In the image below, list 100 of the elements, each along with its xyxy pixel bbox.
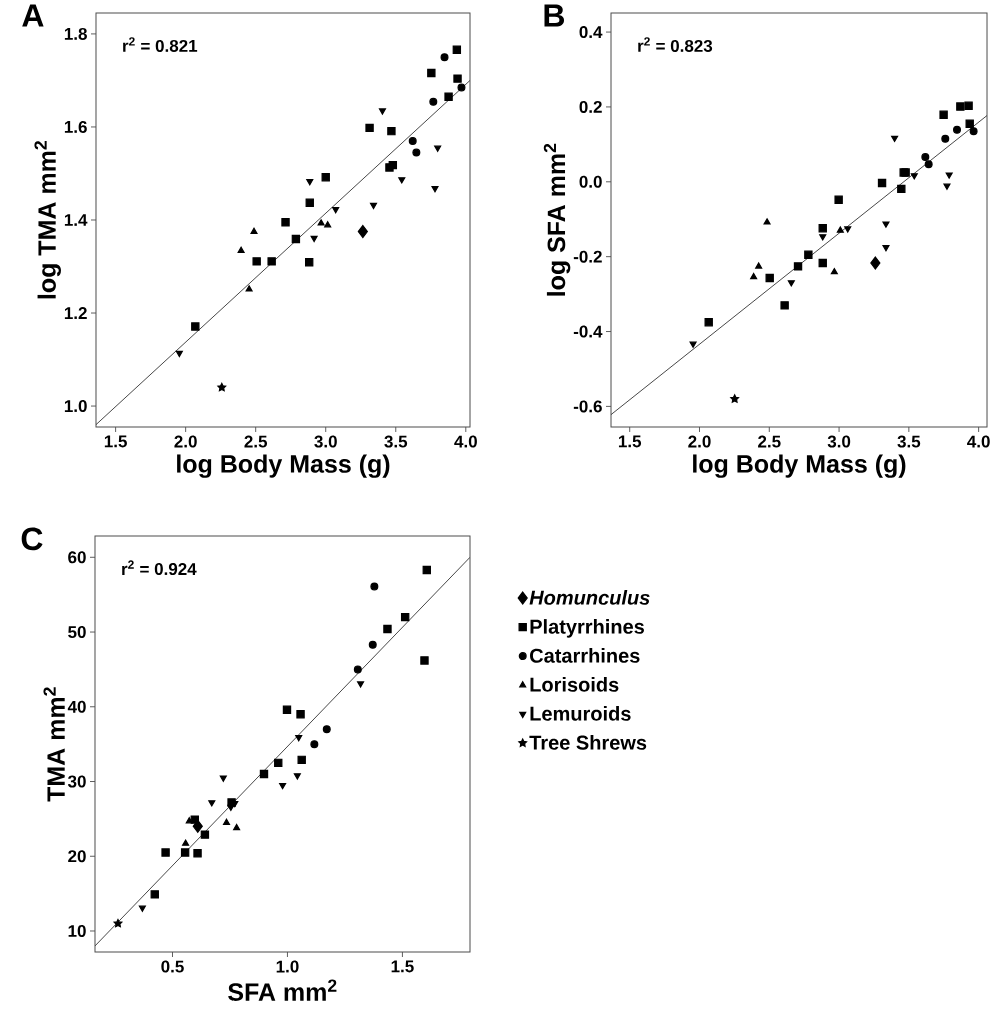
point	[689, 341, 697, 348]
point	[793, 262, 803, 271]
x-tick-label: 3.0	[314, 435, 337, 448]
point	[370, 582, 379, 591]
point	[870, 256, 881, 270]
point	[369, 202, 378, 210]
x-tick-label: 0.5	[161, 960, 184, 973]
point	[939, 110, 948, 119]
chart-title: C	[21, 527, 43, 551]
point	[113, 918, 123, 928]
chart-title: B	[544, 4, 565, 27]
point	[175, 350, 183, 358]
legend-label: Tree Shrews	[529, 735, 647, 750]
point	[882, 221, 890, 228]
point	[357, 681, 365, 688]
point	[897, 184, 906, 194]
point	[365, 123, 374, 133]
point	[400, 612, 410, 622]
point	[941, 134, 950, 143]
point	[383, 624, 392, 634]
point	[250, 227, 258, 234]
point	[408, 136, 417, 145]
x-tick-label: 2.5	[244, 435, 268, 448]
point	[138, 905, 146, 912]
point	[431, 186, 439, 193]
y-tick-label: 40	[67, 700, 86, 713]
y-tick-label: 1.0	[64, 400, 87, 413]
point	[819, 234, 827, 241]
legend-label: Lorisoids	[530, 677, 619, 692]
x-tick-label: 1.0	[276, 960, 299, 973]
point	[295, 735, 303, 742]
point	[750, 272, 758, 280]
point	[259, 769, 269, 779]
point	[368, 640, 377, 649]
x-tick-label: 1.5	[618, 435, 642, 448]
point	[969, 127, 978, 136]
point	[233, 823, 241, 831]
point	[412, 148, 421, 157]
x-tick-label: 2.5	[758, 435, 781, 448]
point	[321, 173, 330, 182]
chart-title: A	[22, 4, 44, 27]
point	[420, 656, 429, 665]
point	[388, 160, 398, 170]
annotation: r$^{2}$ = 0.924	[122, 560, 197, 576]
point	[804, 250, 813, 259]
point	[306, 179, 314, 186]
x-tick-label: 4.0	[967, 435, 990, 448]
point	[267, 257, 276, 266]
x-axis-title: log Body Mass (g)	[177, 454, 390, 478]
y-tick-label: 0.4	[579, 26, 603, 39]
point	[844, 226, 852, 233]
point	[964, 101, 973, 111]
point	[274, 758, 283, 768]
point	[305, 198, 314, 207]
legend-label: Platyrrhines	[530, 619, 644, 638]
x-tick-label: 2.0	[688, 435, 711, 448]
point	[322, 725, 331, 734]
point	[921, 153, 930, 162]
point	[282, 705, 292, 714]
y-axis-title: log SFA mm$^{2}$	[543, 143, 571, 296]
legend-label: Lemuroids	[530, 706, 631, 721]
point	[305, 258, 314, 267]
point	[281, 218, 290, 227]
point	[200, 830, 210, 839]
point	[910, 173, 918, 180]
point	[882, 245, 890, 252]
point	[222, 818, 231, 825]
point	[310, 235, 318, 243]
point	[332, 206, 340, 214]
point	[190, 815, 199, 824]
point	[945, 172, 953, 179]
annotation: r$^{2}$ = 0.823	[638, 37, 713, 52]
point	[193, 849, 202, 858]
x-tick-label: 2.0	[174, 435, 197, 448]
point	[956, 102, 965, 111]
point	[191, 322, 200, 331]
x-tick-label: 1.5	[104, 435, 127, 448]
y-axis-title: log TMA mm$^{2}$	[34, 141, 61, 299]
point	[427, 68, 436, 78]
y-tick-label: 50	[68, 626, 86, 639]
point	[252, 257, 261, 266]
point	[245, 285, 253, 292]
point	[317, 219, 325, 226]
y-tick-label: 1.2	[64, 307, 87, 319]
point	[150, 890, 159, 899]
point	[836, 226, 844, 233]
point	[924, 160, 933, 169]
point	[378, 108, 387, 115]
point	[422, 565, 431, 575]
point	[324, 221, 332, 228]
point	[296, 710, 305, 719]
point	[297, 755, 306, 765]
point	[452, 45, 462, 54]
x-tick-label: 3.0	[827, 435, 851, 448]
point	[180, 848, 190, 857]
point	[834, 195, 843, 204]
point	[953, 125, 962, 134]
legend-label: Catarrhines	[530, 648, 640, 663]
point	[877, 178, 887, 188]
point	[763, 218, 771, 225]
